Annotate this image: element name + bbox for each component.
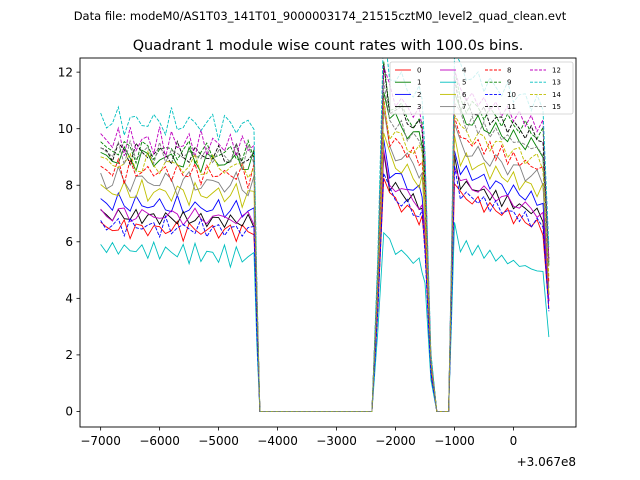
y-tick-label: 10 [58, 122, 73, 136]
legend-item: 5 [440, 79, 466, 87]
x-tick-label: −4000 [257, 434, 298, 448]
y-tick-label: 2 [65, 348, 73, 362]
legend-label: 6 [462, 91, 467, 99]
legend-item: 9 [485, 79, 511, 87]
legend-label: 9 [507, 79, 511, 87]
x-tick-label: −3000 [316, 434, 357, 448]
legend-item: 12 [530, 67, 561, 75]
series-line-10 [100, 165, 550, 412]
x-axis: −7000 −6000 −5000 −4000 −3000 −2000 −1000 0 [80, 427, 517, 448]
x-tick-label: −2000 [375, 434, 416, 448]
legend-label: 2 [417, 91, 421, 99]
x-tick-label: 0 [510, 434, 518, 448]
y-tick-label: 4 [65, 292, 73, 306]
axes-frame [79, 57, 577, 428]
legend-label: 13 [552, 79, 561, 87]
legend-label: 8 [507, 67, 511, 75]
legend-item: 7 [440, 103, 466, 111]
legend-label: 4 [462, 67, 467, 75]
chart-title: Quadrant 1 module wise count rates with … [133, 38, 524, 54]
y-axis: 0 2 4 6 8 10 12 [58, 65, 80, 419]
legend-label: 11 [507, 103, 516, 111]
x-tick-label: −6000 [139, 434, 180, 448]
legend-item: 11 [485, 103, 516, 111]
legend-item: 14 [530, 91, 561, 99]
y-tick-label: 0 [65, 405, 73, 419]
x-tick-label: −5000 [198, 434, 239, 448]
y-tick-label: 12 [58, 65, 73, 79]
legend-item: 4 [440, 67, 467, 75]
y-tick-label: 6 [65, 235, 73, 249]
legend-label: 0 [417, 67, 421, 75]
x-tick-label: −7000 [80, 434, 121, 448]
legend-item: 2 [395, 91, 421, 99]
legend-item: 13 [530, 79, 561, 87]
legend-label: 7 [462, 103, 466, 111]
series-line-14 [100, 101, 550, 412]
legend-label: 15 [552, 103, 561, 111]
legend-item: 0 [395, 67, 421, 75]
legend-item: 10 [485, 91, 516, 99]
legend-label: 14 [552, 91, 561, 99]
x-tick-label: −1000 [434, 434, 475, 448]
legend-label: 1 [417, 79, 421, 87]
legend-label: 10 [507, 91, 516, 99]
series-line-15 [100, 80, 550, 412]
legend-frame [389, 61, 574, 115]
x-axis-offset-label: +3.067e8 [517, 455, 576, 469]
legend-item: 6 [440, 91, 467, 99]
legend-label: 3 [417, 103, 421, 111]
legend-label: 12 [552, 67, 561, 75]
legend-item: 15 [530, 103, 561, 111]
y-tick-label: 8 [65, 179, 73, 193]
legend-label: 5 [462, 79, 466, 87]
legend-item: 3 [395, 103, 421, 111]
figure-suptitle: Data file: modeM0/AS1T03_141T01_90000031… [74, 9, 567, 23]
legend-item: 8 [485, 67, 511, 75]
legend-item: 1 [395, 79, 421, 87]
